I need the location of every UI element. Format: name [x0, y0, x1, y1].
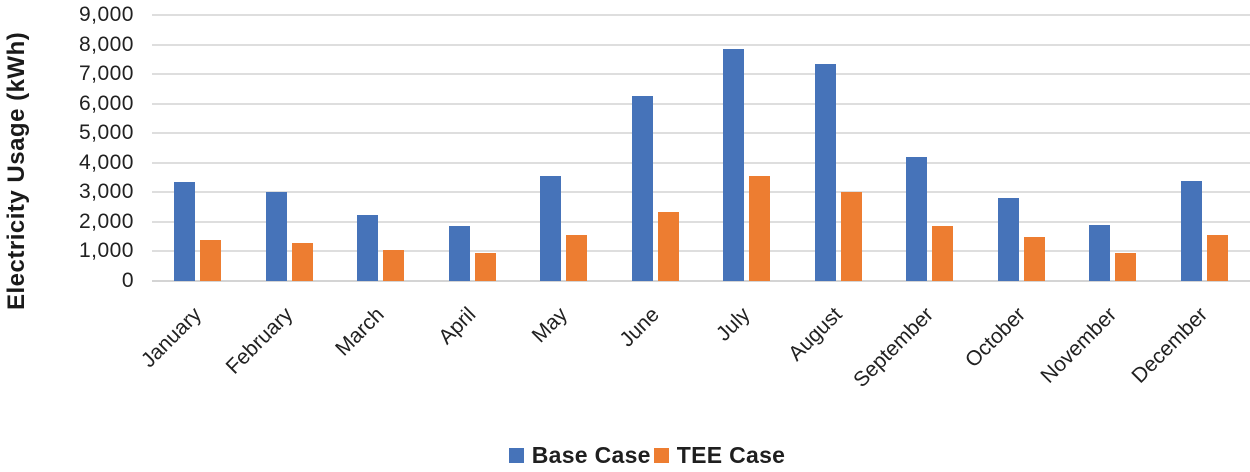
bar-tee-case-october — [1023, 236, 1045, 281]
bar-tee-case-december — [1206, 235, 1228, 281]
x-axis-label: April — [434, 303, 481, 349]
legend-item-tee-case: TEE Case — [653, 442, 786, 469]
bar-tee-case-september — [932, 226, 954, 281]
bar-group-january — [152, 15, 244, 281]
y-axis-tick-label: 5,000 — [78, 121, 134, 145]
bar-base-case-may — [540, 176, 562, 281]
bar-group-july — [701, 15, 793, 281]
legend-swatch-tee-case — [653, 448, 669, 463]
gridline — [152, 132, 1250, 135]
x-axis-label: June — [615, 303, 664, 352]
bar-tee-case-april — [474, 252, 496, 281]
bar-base-case-february — [265, 192, 287, 281]
bar-base-case-march — [357, 214, 379, 281]
x-axis-label: October — [960, 303, 1030, 373]
bar-group-december — [1159, 15, 1250, 281]
bar-base-case-january — [174, 182, 196, 281]
x-axis-label: March — [331, 303, 390, 361]
x-axis-label: December — [1127, 303, 1213, 388]
bar-base-case-june — [631, 96, 653, 281]
x-axis-label: September — [849, 303, 939, 392]
x-axis-label: July — [712, 303, 756, 346]
y-axis-tick-label: 4,000 — [78, 150, 134, 174]
bar-tee-case-may — [566, 235, 588, 281]
x-axis-label: January — [136, 303, 206, 373]
bar-tee-case-november — [1115, 252, 1137, 281]
bar-group-march — [335, 15, 427, 281]
bar-tee-case-february — [291, 242, 313, 281]
plot-area — [152, 14, 1250, 282]
x-axis-label: May — [527, 303, 573, 348]
bar-group-may — [518, 15, 610, 281]
bar-base-case-october — [997, 198, 1019, 281]
y-axis-tick-label: 3,000 — [78, 180, 134, 204]
bar-base-case-december — [1180, 180, 1202, 281]
bar-tee-case-august — [840, 192, 862, 281]
gridline — [152, 14, 1250, 16]
gridline — [152, 250, 1250, 253]
bar-group-april — [427, 15, 519, 281]
gridline — [152, 73, 1250, 76]
bar-groups — [152, 15, 1250, 281]
gridline — [152, 220, 1250, 223]
y-axis-tick-label: 8,000 — [78, 32, 134, 56]
y-axis-tick-label: 0 — [121, 269, 134, 292]
bar-tee-case-march — [383, 249, 405, 281]
gridline — [152, 191, 1250, 194]
bar-base-case-april — [448, 226, 470, 281]
gridline — [152, 43, 1250, 46]
y-axis-tick-label: 1,000 — [78, 239, 134, 263]
legend-label: Base Case — [531, 442, 651, 468]
legend: Base Case TEE Case — [22, 442, 1250, 469]
x-axis-label: February — [221, 303, 298, 379]
bar-base-case-september — [906, 156, 928, 281]
bar-group-september — [884, 15, 976, 281]
bar-tee-case-january — [200, 239, 222, 281]
bar-base-case-november — [1089, 224, 1111, 281]
legend-swatch-base-case — [508, 448, 524, 463]
bar-group-august — [793, 15, 885, 281]
gridline — [152, 102, 1250, 105]
y-axis-tick-label: 9,000 — [78, 3, 134, 26]
bar-group-june — [610, 15, 702, 281]
bar-group-october — [976, 15, 1068, 281]
x-axis-line — [152, 280, 1250, 282]
legend-label: TEE Case — [676, 442, 786, 468]
y-axis-tick-label: 2,000 — [78, 209, 134, 233]
x-axis-label: November — [1036, 303, 1122, 388]
bar-group-february — [244, 15, 336, 281]
y-axis-ticks: 0 1,000 2,000 3,000 4,000 5,000 6,000 7,000 8,00… — [0, 3, 134, 292]
x-axis-labels: January February March April May June July Augu… — [137, 281, 1250, 411]
bar-base-case-july — [723, 49, 745, 281]
bar-base-case-august — [814, 63, 836, 281]
bar-tee-case-july — [749, 176, 771, 281]
gridline — [152, 161, 1250, 164]
y-axis-tick-label: 7,000 — [78, 62, 134, 86]
y-axis-tick-label: 6,000 — [78, 91, 134, 115]
bar-group-november — [1067, 15, 1159, 281]
x-axis-label: August — [784, 303, 847, 366]
bar-tee-case-june — [657, 211, 679, 281]
legend-item-base-case: Base Case — [508, 442, 651, 469]
